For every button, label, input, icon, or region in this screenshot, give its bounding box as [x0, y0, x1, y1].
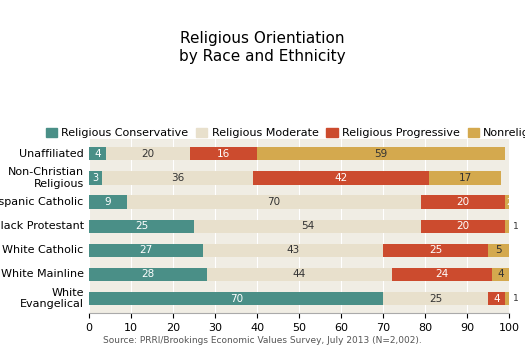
Text: 5: 5: [496, 245, 502, 255]
Bar: [89, 171, 102, 184]
Bar: [203, 244, 383, 257]
Bar: [106, 147, 190, 160]
Text: 20: 20: [142, 149, 155, 159]
Text: 4: 4: [498, 269, 504, 279]
Text: 59: 59: [374, 149, 388, 159]
Text: 25: 25: [429, 294, 443, 304]
Text: 42: 42: [334, 173, 348, 183]
Bar: [488, 244, 509, 257]
Bar: [89, 244, 203, 257]
Text: 2: 2: [507, 198, 512, 207]
Bar: [194, 220, 421, 233]
Text: 4: 4: [94, 149, 101, 159]
Text: 9: 9: [105, 197, 111, 207]
Text: 20: 20: [457, 221, 470, 231]
Text: 20: 20: [457, 197, 470, 207]
Bar: [383, 292, 488, 305]
Bar: [253, 171, 429, 184]
Text: 54: 54: [301, 221, 314, 231]
Text: 27: 27: [139, 245, 153, 255]
Text: 1: 1: [512, 222, 518, 231]
Bar: [89, 268, 207, 281]
Bar: [429, 171, 501, 184]
Bar: [190, 147, 257, 160]
Bar: [127, 196, 421, 209]
Bar: [89, 220, 194, 233]
Bar: [257, 147, 505, 160]
Text: 70: 70: [268, 197, 281, 207]
Text: 70: 70: [230, 294, 243, 304]
Text: Source: PRRI/Brookings Economic Values Survey, July 2013 (N=2,002).: Source: PRRI/Brookings Economic Values S…: [103, 335, 422, 345]
Bar: [102, 171, 253, 184]
Bar: [89, 196, 127, 209]
Text: 25: 25: [135, 221, 149, 231]
Text: 24: 24: [435, 269, 449, 279]
Bar: [505, 220, 509, 233]
Bar: [505, 196, 513, 209]
Text: 4: 4: [494, 294, 500, 304]
Text: 16: 16: [217, 149, 230, 159]
Text: 44: 44: [292, 269, 306, 279]
Bar: [488, 292, 505, 305]
Bar: [505, 292, 509, 305]
Bar: [392, 268, 492, 281]
Text: 25: 25: [429, 245, 443, 255]
Bar: [421, 220, 505, 233]
Text: 28: 28: [141, 269, 155, 279]
Bar: [421, 196, 505, 209]
Bar: [207, 268, 392, 281]
Text: 36: 36: [171, 173, 184, 183]
Bar: [89, 292, 383, 305]
Bar: [89, 147, 106, 160]
Text: 3: 3: [92, 173, 99, 183]
Text: 17: 17: [458, 173, 472, 183]
Text: 1: 1: [512, 294, 518, 303]
Bar: [383, 244, 488, 257]
Text: 43: 43: [286, 245, 300, 255]
Legend: Religious Conservative, Religious Moderate, Religious Progressive, Nonreligious: Religious Conservative, Religious Modera…: [41, 124, 525, 143]
Bar: [492, 268, 509, 281]
Text: Religious Orientiation
by Race and Ethnicity: Religious Orientiation by Race and Ethni…: [179, 31, 346, 64]
